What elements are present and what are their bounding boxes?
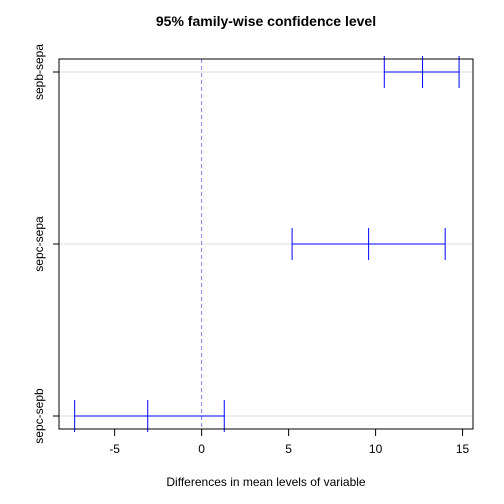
y-axis: sepb-sepa sepc-sepa sepc-sepb — [32, 44, 59, 444]
x-tick-label: 0 — [198, 442, 205, 456]
y-tick-label: sepc-sepb — [32, 388, 46, 444]
x-tick-label: 5 — [285, 442, 292, 456]
interval-sepb-sepa — [383, 56, 460, 88]
y-tick-label: sepb-sepa — [32, 44, 46, 100]
chart-title: 95% family-wise confidence level — [156, 13, 376, 29]
interval-sepc-sepa — [291, 228, 446, 260]
x-tick-label: 10 — [369, 442, 383, 456]
x-tick-label: -5 — [109, 442, 120, 456]
y-tick-label: sepc-sepa — [32, 216, 46, 272]
x-axis: -5 0 5 10 15 — [109, 429, 470, 456]
x-tick-label: 15 — [456, 442, 470, 456]
x-axis-label: Differences in mean levels of variable — [166, 475, 366, 489]
interval-sepc-sepb — [74, 400, 225, 432]
